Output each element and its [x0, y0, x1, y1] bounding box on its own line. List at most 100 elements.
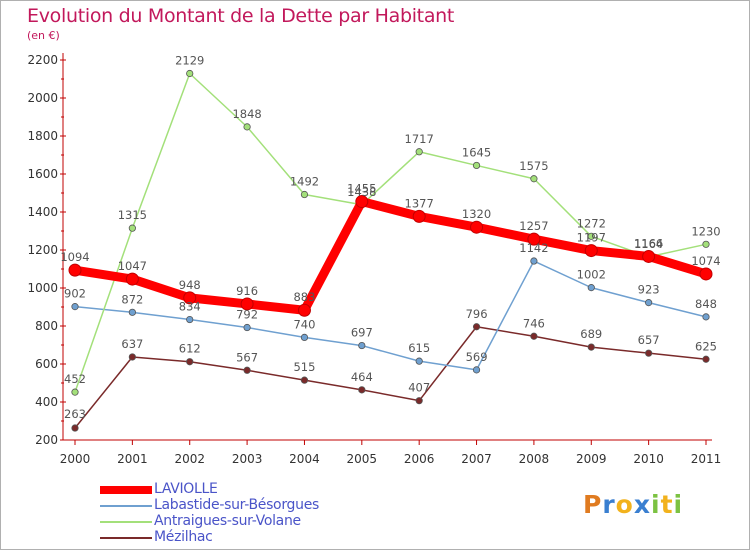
data-point	[243, 366, 251, 374]
legend-label: Labastide-sur-Bésorgues	[154, 497, 320, 513]
x-tick-label: 2009	[576, 452, 607, 466]
data-point	[183, 291, 197, 305]
legend-swatch	[100, 486, 152, 494]
logo-letter: i	[673, 490, 684, 519]
data-label: 1492	[290, 175, 319, 189]
logo-letter: o	[615, 490, 634, 519]
data-point	[472, 366, 481, 374]
data-point	[186, 315, 194, 324]
data-point	[300, 376, 309, 384]
data-label: 1257	[519, 219, 548, 233]
legend-item: Mézilhac	[100, 529, 400, 546]
data-label: 263	[64, 407, 86, 421]
legend-label: Antraigues-sur-Volane	[154, 513, 301, 529]
legend-swatch	[100, 505, 152, 507]
data-label: 848	[695, 297, 717, 311]
y-tick-label: 1600	[27, 167, 58, 181]
data-point	[472, 161, 481, 170]
data-point	[243, 323, 251, 332]
data-label: 872	[121, 292, 143, 306]
proxiti-logo: Proxiti	[583, 490, 683, 519]
data-label: 625	[695, 339, 717, 353]
x-tick-label: 2008	[519, 452, 550, 466]
data-label: 1074	[691, 254, 720, 268]
data-point	[186, 69, 194, 78]
data-label: 1094	[60, 250, 89, 264]
legend-swatch	[100, 521, 152, 523]
logo-letter: x	[633, 490, 651, 519]
data-label: 689	[580, 327, 602, 341]
data-label: 657	[638, 333, 660, 347]
data-point	[128, 308, 136, 316]
data-point	[128, 353, 136, 361]
data-point	[472, 323, 481, 331]
data-point	[470, 220, 484, 234]
data-point	[71, 388, 79, 396]
y-tick-label: 1200	[27, 243, 58, 257]
data-label: 834	[179, 300, 201, 314]
data-point	[415, 357, 423, 365]
data-point	[71, 424, 79, 432]
data-point	[530, 257, 538, 265]
data-point	[240, 297, 254, 311]
x-tick-label: 2002	[174, 452, 205, 466]
data-point	[702, 355, 710, 363]
legend-item: LAVIOLLE	[100, 481, 400, 498]
series-line-1	[74, 260, 707, 371]
x-tick-label: 2007	[461, 452, 492, 466]
legend-label: LAVIOLLE	[154, 481, 218, 497]
data-label: 796	[466, 307, 488, 321]
data-label: 1438	[347, 185, 376, 199]
x-tick-label: 2006	[404, 452, 435, 466]
data-label: 2129	[175, 53, 204, 67]
x-tick-label: 2003	[232, 452, 263, 466]
data-label: 452	[64, 372, 86, 386]
data-point	[702, 313, 710, 321]
data-label: 515	[293, 360, 315, 374]
y-tick-label: 2000	[27, 91, 58, 105]
data-point	[297, 303, 311, 317]
data-label: 902	[64, 287, 86, 301]
data-point	[645, 349, 653, 357]
data-label: 1164	[634, 237, 663, 251]
data-label: 1166	[634, 236, 663, 250]
data-point	[584, 244, 598, 258]
y-tick-label: 400	[35, 395, 58, 409]
data-label: 1047	[118, 259, 147, 273]
logo-letter: P	[583, 490, 603, 519]
y-tick-label: 1000	[27, 281, 58, 295]
data-label: 1002	[577, 268, 606, 282]
chart-subtitle: (en €)	[27, 29, 60, 42]
legend-item: Labastide-sur-Bésorgues	[100, 497, 400, 514]
data-label: 1142	[519, 241, 548, 255]
data-point	[128, 224, 136, 232]
data-label: 1575	[519, 159, 548, 173]
data-point	[530, 332, 538, 340]
y-tick-label: 600	[35, 357, 58, 371]
data-point	[642, 249, 656, 263]
data-label: 569	[466, 350, 488, 364]
data-label: 792	[236, 308, 258, 322]
y-tick-label: 800	[35, 319, 58, 333]
series-line-2	[74, 72, 707, 393]
data-point	[412, 209, 426, 223]
data-label: 1848	[232, 107, 261, 121]
data-point	[358, 386, 366, 394]
legend-swatch	[100, 537, 152, 539]
legend-item: Antraigues-sur-Volane	[100, 513, 400, 530]
data-point	[300, 333, 309, 341]
data-point	[415, 148, 423, 156]
data-point	[358, 341, 366, 350]
data-point	[587, 284, 595, 292]
x-tick-label: 2011	[691, 452, 722, 466]
data-label: 1230	[691, 224, 720, 238]
data-label: 637	[121, 337, 143, 351]
series-line-0	[70, 197, 711, 315]
data-point	[530, 175, 538, 183]
data-label: 1315	[118, 208, 147, 222]
data-point	[355, 195, 369, 209]
data-label: 612	[179, 342, 201, 356]
data-point	[186, 358, 194, 366]
data-label: 1320	[462, 207, 491, 221]
